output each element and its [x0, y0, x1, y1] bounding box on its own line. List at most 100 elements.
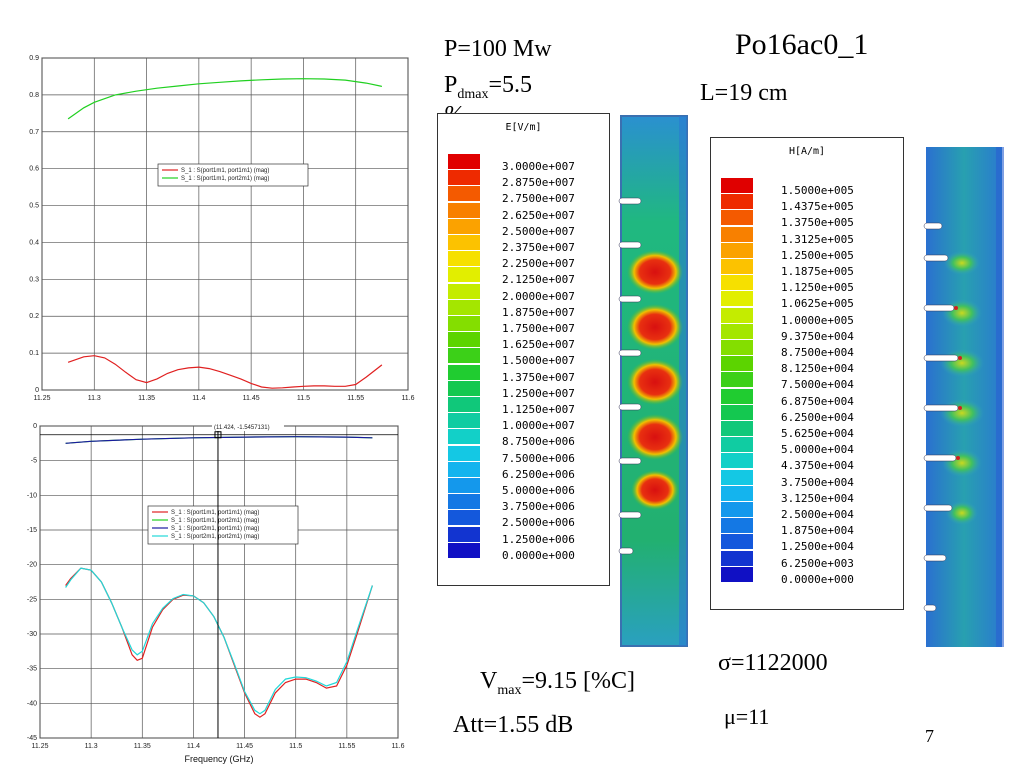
colorbar-swatch — [448, 332, 480, 348]
y-tick-label: 0.8 — [29, 92, 39, 99]
marker-point[interactable] — [214, 431, 222, 439]
legend-entry: S_1 : S(port1m1, port1m1) (mag) — [181, 168, 269, 174]
legend-box — [147, 505, 299, 545]
colorbar-value: 5.0000e+004 — [781, 443, 854, 457]
colorbar-value: 2.8750e+007 — [502, 176, 575, 190]
x-tick-label: 11.35 — [134, 743, 151, 750]
legend-entry: S_1 : S(port2m1, port1m1) (mag) — [171, 526, 259, 532]
colorbar-swatch — [721, 388, 753, 404]
colorbar-value: 0.0000e+000 — [502, 548, 575, 562]
colorbar-swatch — [448, 267, 480, 283]
colorbar-value: 2.2500e+007 — [502, 257, 575, 271]
series-line-4 — [65, 567, 373, 715]
series-line-1 — [67, 355, 383, 389]
colorbar-swatch — [448, 348, 480, 364]
colorbar-value: 1.8750e+004 — [781, 524, 854, 538]
s-db-chart-svg: 11.25 11.3 11.35 11.4 11.45 11.5 11.55 11.6 0 -5 -… — [27, 422, 405, 764]
colorbar-swatch — [721, 226, 753, 242]
e-field-scale: 3.0000e+007 2.8750e+007 2.7500e+007 2.6250e… — [448, 154, 608, 574]
s-magnitude-chart-svg: 11.25 11.3 11.35 11.4 11.45 11.5 11.55 11.6 0 0.1… — [29, 55, 414, 402]
y-tick-label: 0 — [35, 387, 39, 394]
x-tick-label: 11.5 — [289, 743, 302, 750]
x-tick-label: 11.25 — [32, 743, 49, 750]
colorbar-value: 1.4375e+005 — [781, 200, 854, 214]
page-number: 7 — [925, 726, 934, 746]
colorbar-value: 2.3750e+007 — [502, 241, 575, 254]
colorbar-swatch — [721, 259, 753, 274]
colorbar-value: 2.5000e+007 — [502, 224, 575, 238]
y-tick-label: 0.6 — [29, 166, 39, 173]
colorbar-swatch — [448, 510, 480, 526]
colorbar-value: 2.5000e+006 — [502, 516, 575, 530]
mu-label: μ=11 — [724, 704, 770, 729]
y-tick-label: 0.7 — [29, 129, 39, 136]
colorbar-value: 1.2500e+006 — [502, 532, 575, 546]
colorbar-swatch — [721, 194, 753, 210]
colorbar-swatch — [448, 364, 480, 380]
x-tick-label: 11.55 — [338, 743, 355, 750]
colorbar-value: 1.2500e+005 — [781, 248, 854, 262]
colorbar-swatch — [721, 356, 753, 372]
colorbar-swatch — [721, 404, 753, 420]
colorbar-swatch — [448, 251, 480, 267]
colorbar-value: 0.0000e+000 — [781, 572, 854, 586]
colorbar-value: 6.8750e+004 — [781, 394, 854, 408]
colorbar-swatch — [448, 154, 480, 169]
colorbar-swatch — [721, 518, 753, 534]
pdmax-sub: dmax — [457, 86, 489, 102]
colorbar-swatch — [448, 494, 480, 510]
colorbar-value: 8.1250e+004 — [781, 362, 854, 376]
y-tick-label: 0.1 — [29, 350, 39, 357]
colorbar-swatch — [448, 429, 480, 445]
colorbar-swatch — [448, 202, 480, 218]
colorbar-value: 1.3125e+005 — [781, 232, 854, 246]
x-tick-label: 11.4 — [187, 743, 200, 750]
colorbar-swatch — [448, 283, 480, 299]
colorbar-value: 1.2500e+007 — [502, 386, 575, 400]
y-tick-label: 0 — [33, 423, 37, 430]
colorbar-swatch — [448, 316, 480, 331]
legend-entry: S_1 : S(port1m1, port2m1) (mag) — [181, 176, 269, 182]
y-tick-label: -20 — [27, 562, 37, 569]
colorbar-swatch — [448, 299, 480, 315]
y-tick-label: -15 — [27, 527, 37, 534]
colorbar-value: 1.5000e+007 — [502, 354, 575, 368]
colorbar-value: 1.1250e+005 — [781, 281, 854, 295]
colorbar-swatch — [721, 534, 753, 550]
colorbar-value: 1.2500e+004 — [781, 540, 854, 554]
colorbar-swatch — [448, 397, 480, 412]
e-field-plot-svg — [618, 115, 688, 647]
y-tick-label: 0.2 — [29, 313, 39, 320]
colorbar-swatch — [448, 526, 480, 542]
legend-entry: S_1 : S(port2m1, port2m1) (mag) — [171, 534, 259, 540]
colorbar-value: 1.0625e+005 — [781, 297, 854, 311]
colorbar-value: 1.3750e+005 — [781, 216, 854, 230]
attenuation-label: Att=1.55 dB — [453, 712, 574, 738]
colorbar-value: 3.7500e+004 — [781, 475, 854, 489]
x-tick-label: 11.6 — [391, 743, 404, 750]
colorbar-swatch — [721, 437, 753, 453]
colorbar-swatch — [448, 478, 480, 493]
e-field-legend: E[V/m] 3.0000e+007 2.8750e+007 2.7500e+007… — [437, 113, 610, 586]
colorbar-value: 1.1875e+005 — [781, 265, 854, 278]
colorbar-value: 9.3750e+004 — [781, 329, 854, 343]
colorbar-swatch — [448, 413, 480, 429]
colorbar-value: 8.7500e+004 — [781, 346, 854, 359]
colorbar-swatch — [721, 307, 753, 323]
vmax-label: Vmax=9.15 [%C] — [480, 668, 635, 699]
legend-entry: S_1 : S(port1m1, port1m1) (mag) — [171, 510, 259, 516]
y-tick-label: -40 — [27, 700, 37, 707]
colorbar-value: 1.7500e+007 — [502, 322, 575, 335]
plot-area — [41, 57, 409, 391]
colorbar-value: 6.2500e+006 — [502, 467, 575, 481]
y-tick-label: -45 — [27, 735, 37, 742]
vmax-value: =9.15 [%C] — [521, 668, 635, 694]
colorbar-value: 7.5000e+004 — [781, 378, 854, 392]
colorbar-swatch — [721, 485, 753, 501]
colorbar-value: 2.7500e+007 — [502, 192, 575, 206]
marker-label-bg — [211, 422, 284, 431]
colorbar-value: 1.8750e+007 — [502, 305, 575, 319]
marker-label: (11.424, -1.5457131) — [214, 425, 270, 431]
colorbar-swatch — [448, 542, 480, 558]
e-field-legend-title: E[V/m] — [505, 122, 542, 133]
